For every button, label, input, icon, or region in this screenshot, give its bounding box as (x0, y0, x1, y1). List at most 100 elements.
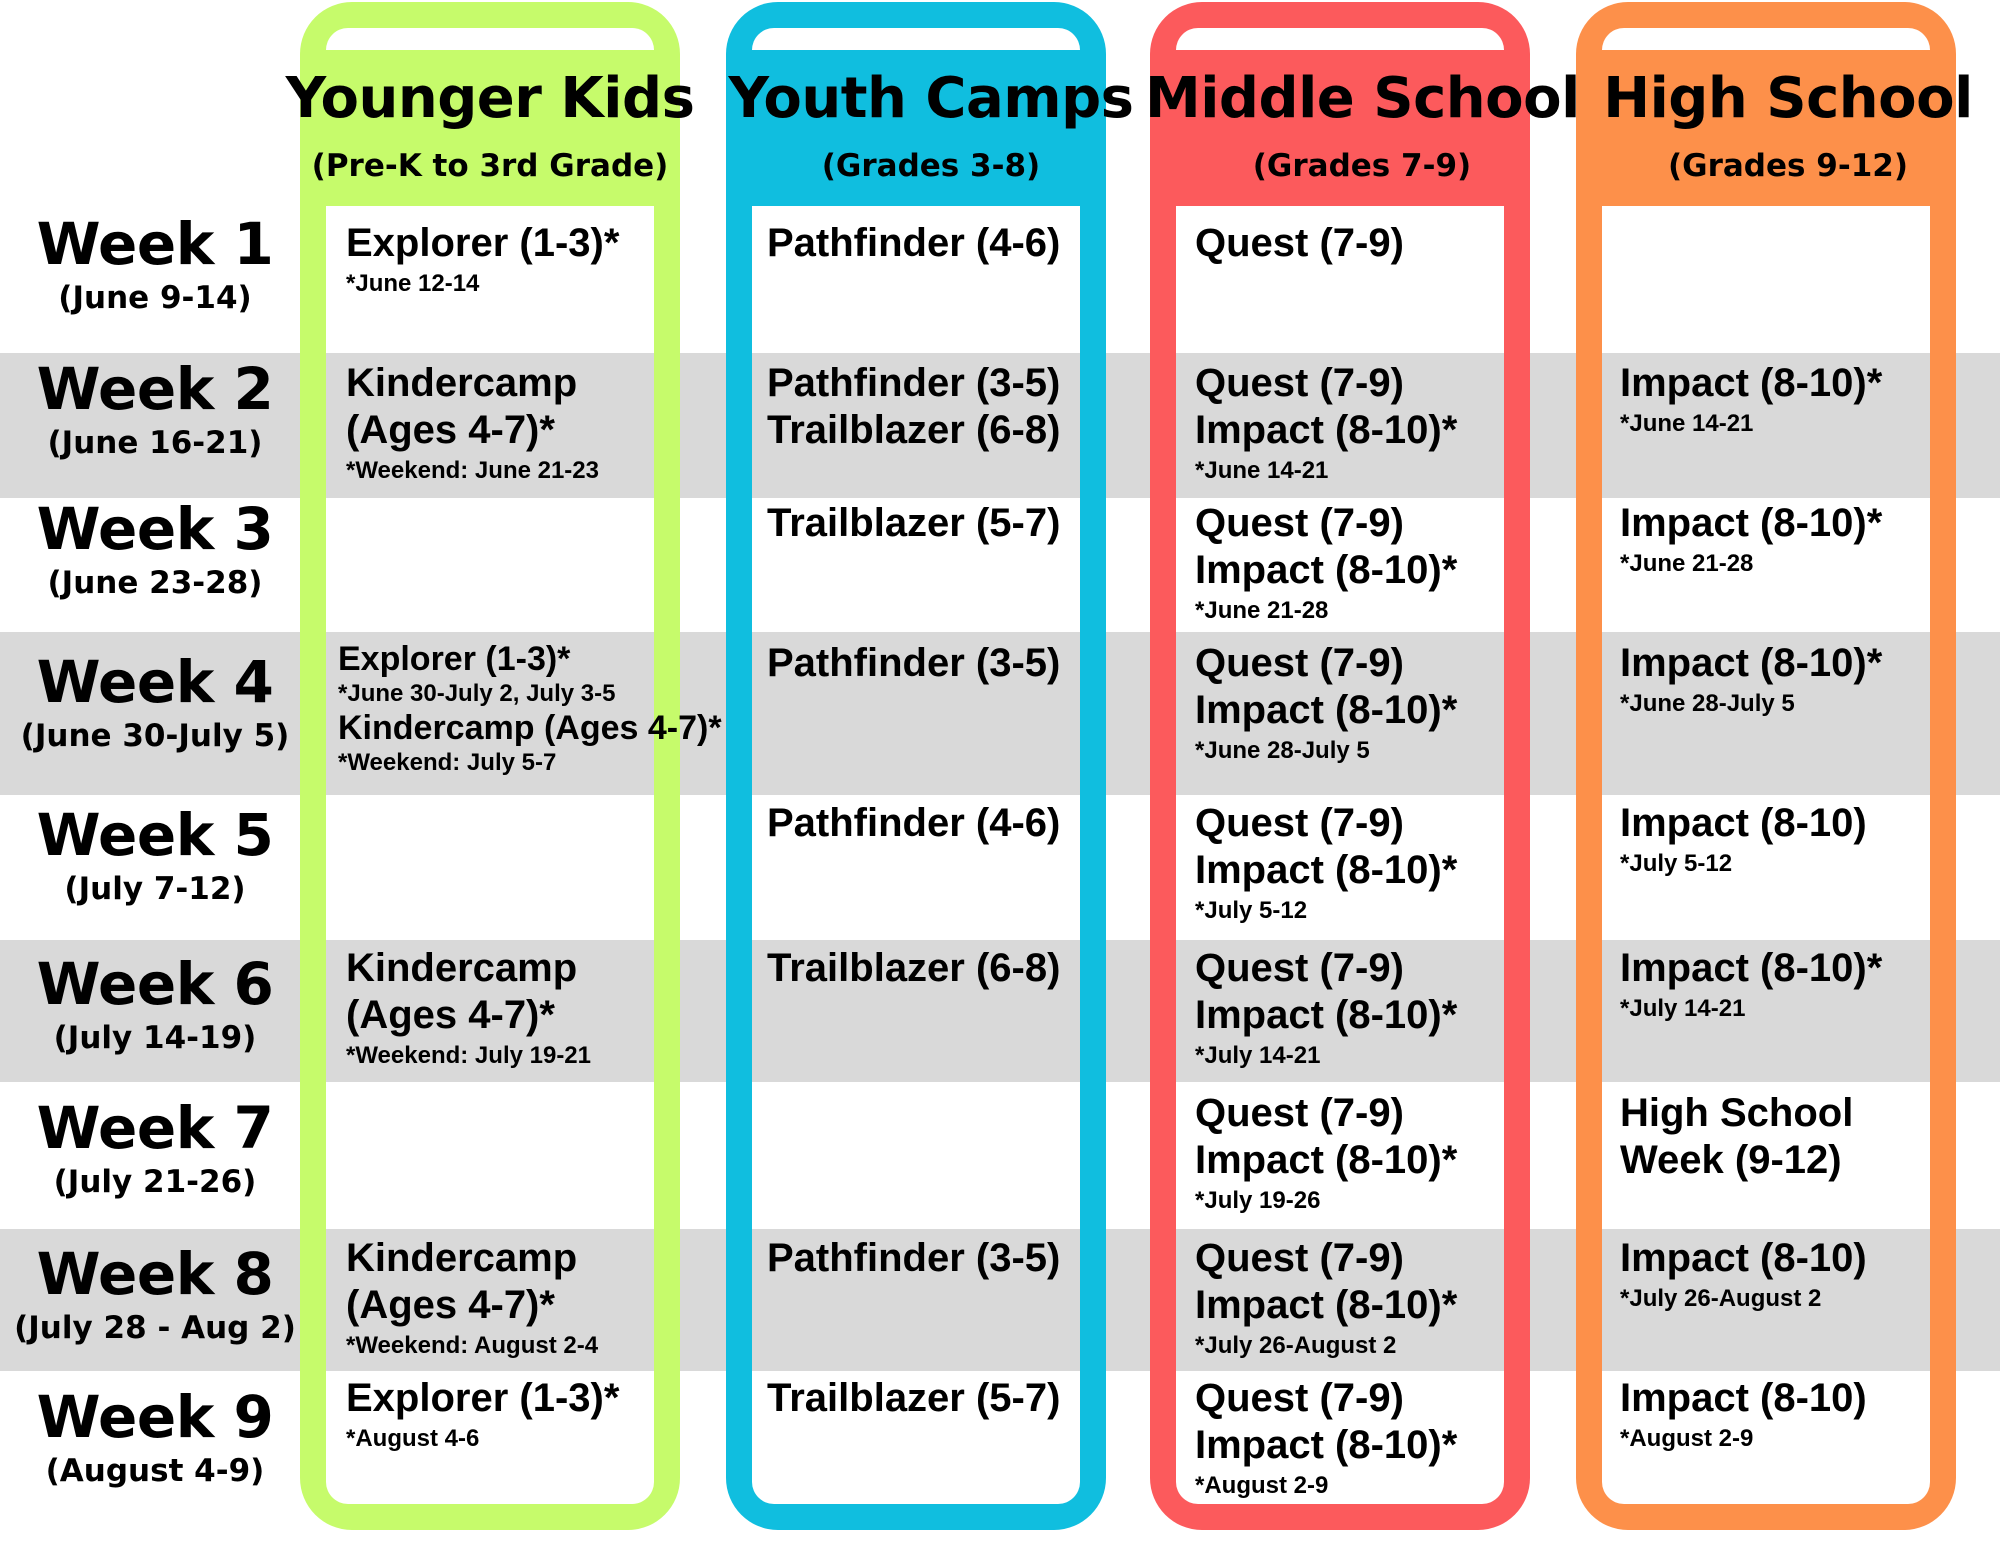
camp-name: Quest (7-9) (1195, 946, 1404, 990)
frame-top-notch (326, 28, 654, 50)
schedule-cell: Trailblazer (5-7) (767, 1375, 1060, 1422)
youth-camps-column (726, 2, 1106, 1530)
week-dates: (June 23-28) (47, 565, 263, 601)
week-dates: (June 30-July 5) (20, 718, 290, 754)
row-band (1176, 940, 1504, 1082)
camp-name: Trailblazer (5-7) (767, 501, 1061, 545)
row-band (752, 353, 1080, 498)
younger-kids-column (300, 2, 680, 1530)
camp-name: Impact (8-10) (1620, 801, 1867, 845)
schedule-cell: Pathfinder (4-6) (767, 800, 1060, 847)
row-band (1602, 353, 1930, 498)
row-band (326, 940, 654, 1082)
camp-note: *June 28-July 5 (1620, 690, 1795, 717)
camp-note: *August 2-9 (1195, 1472, 1329, 1499)
week-title: Week 9 (36, 1383, 274, 1451)
column-panel (326, 206, 654, 1504)
schedule-cell: Kindercamp (Ages 4-7)* *Weekend: July 19-2… (346, 945, 591, 1073)
frame-top-notch (1602, 28, 1930, 50)
camp-name: Impact (8-10) (1620, 1376, 1867, 1420)
week-dates: (July 7-12) (64, 871, 246, 907)
camp-note: *August 2-9 (1620, 1425, 1754, 1452)
schedule-cell: Trailblazer (5-7) (767, 500, 1060, 547)
week-dates: (August 4-9) (45, 1453, 265, 1489)
schedule-cell: Impact (8-10) *August 2-9 (1620, 1375, 1867, 1456)
frame-top-notch (752, 28, 1080, 50)
camp-name: Quest (7-9) (1195, 1091, 1404, 1135)
row-band (752, 632, 1080, 795)
camp-note: *July 5-12 (1620, 850, 1733, 877)
schedule-cell: Explorer (1-3)* *June 12-14 (346, 220, 619, 301)
schedule-cell: Pathfinder (3-5) (767, 640, 1060, 687)
camp-name: Quest (7-9) (1195, 1376, 1404, 1420)
camp-name: Impact (8-10)* (1620, 946, 1883, 990)
week-title: Week 1 (36, 210, 274, 278)
row-band (752, 1229, 1080, 1371)
week-title: Week 2 (36, 355, 274, 423)
camp-name: (Ages 4-7)* (346, 993, 555, 1037)
camp-name: Pathfinder (3-5) (767, 641, 1061, 685)
camp-name: Quest (7-9) (1195, 361, 1404, 405)
row-band (1176, 632, 1504, 795)
camp-name: Explorer (1-3)* (346, 1376, 620, 1420)
week-dates: (July 14-19) (53, 1020, 257, 1056)
schedule-cell: Quest (7-9) Impact (8-10)* *July 19-26 (1195, 1090, 1457, 1218)
schedule-cell: Pathfinder (3-5) (767, 1235, 1060, 1282)
frame-top-notch (1176, 28, 1504, 50)
camp-name: Quest (7-9) (1195, 1236, 1404, 1280)
column-subtitle-younger-kids: (Pre-K to 3rd Grade) (311, 148, 669, 184)
camp-note: *Weekend: July 5-7 (338, 749, 557, 776)
camp-name: Impact (8-10)* (1195, 848, 1458, 892)
camp-name: Explorer (1-3)* (338, 640, 571, 678)
camp-name: Impact (8-10)* (1195, 993, 1458, 1037)
camp-name: Quest (7-9) (1195, 221, 1404, 265)
schedule-cell: Impact (8-10)* *June 14-21 (1620, 360, 1882, 441)
schedule-cell: Kindercamp (Ages 4-7)* *Weekend: August 2-… (346, 1235, 598, 1363)
schedule-cell: Explorer (1-3)* *June 30-July 2, July 3-5… (338, 642, 722, 780)
camp-name: Pathfinder (4-6) (767, 801, 1061, 845)
camp-note: *July 26-August 2 (1620, 1285, 1822, 1312)
schedule-cell: Quest (7-9) Impact (8-10)* *June 28-July 5 (1195, 640, 1457, 768)
column-panel (1176, 206, 1504, 1504)
week-label-5: Week 5 (July 7-12) (0, 803, 310, 911)
column-title-middle-school: Middle School (1145, 66, 1580, 131)
camp-note: *Weekend: June 21-23 (346, 457, 599, 484)
week-title: Week 6 (36, 950, 274, 1018)
camp-name: Impact (8-10)* (1195, 688, 1458, 732)
week-dates: (July 21-26) (53, 1164, 257, 1200)
camp-name: (Ages 4-7)* (346, 1283, 555, 1327)
row-band (1176, 1229, 1504, 1371)
camp-name: High School (1620, 1091, 1854, 1135)
camp-note: *July 14-21 (1195, 1042, 1321, 1069)
week-label-1: Week 1 (June 9-14) (0, 212, 310, 320)
column-subtitle-middle-school: (Grades 7-9) (1252, 148, 1472, 184)
column-title-high-school: High School (1603, 66, 1973, 131)
camp-name: Explorer (1-3)* (346, 221, 620, 265)
camp-note: *June 12-14 (346, 270, 480, 297)
camp-name: Quest (7-9) (1195, 801, 1404, 845)
camp-note: *Weekend: July 19-21 (346, 1042, 592, 1069)
row-band (1602, 1229, 1930, 1371)
camp-name: Quest (7-9) (1195, 641, 1404, 685)
camp-note: *June 21-28 (1195, 597, 1329, 624)
schedule-cell: Quest (7-9) Impact (8-10)* *August 2-9 (1195, 1375, 1457, 1503)
column-panel (752, 206, 1080, 1504)
week-label-4: Week 4 (June 30-July 5) (0, 650, 310, 758)
camp-name: Impact (8-10)* (1620, 501, 1883, 545)
camp-note: *Weekend: August 2-4 (346, 1332, 599, 1359)
row-band (326, 353, 654, 498)
camp-note: *July 14-21 (1620, 995, 1746, 1022)
schedule-cell: Impact (8-10) *July 26-August 2 (1620, 1235, 1867, 1316)
camp-name: Trailblazer (6-8) (767, 408, 1061, 452)
camp-note: *June 14-21 (1195, 457, 1329, 484)
schedule-cell: Quest (7-9) Impact (8-10)* *July 26-August… (1195, 1235, 1457, 1363)
camp-note: *June 28-July 5 (1195, 737, 1370, 764)
week-title: Week 8 (36, 1240, 274, 1308)
column-panel (1602, 206, 1930, 1504)
schedule-cell: Quest (7-9) Impact (8-10)* *June 21-28 (1195, 500, 1457, 628)
week-label-2: Week 2 (June 16-21) (0, 357, 310, 465)
week-label-8: Week 8 (July 28 - Aug 2) (0, 1242, 310, 1350)
camp-note: *June 21-28 (1620, 550, 1754, 577)
camp-note: *August 4-6 (346, 1425, 480, 1452)
